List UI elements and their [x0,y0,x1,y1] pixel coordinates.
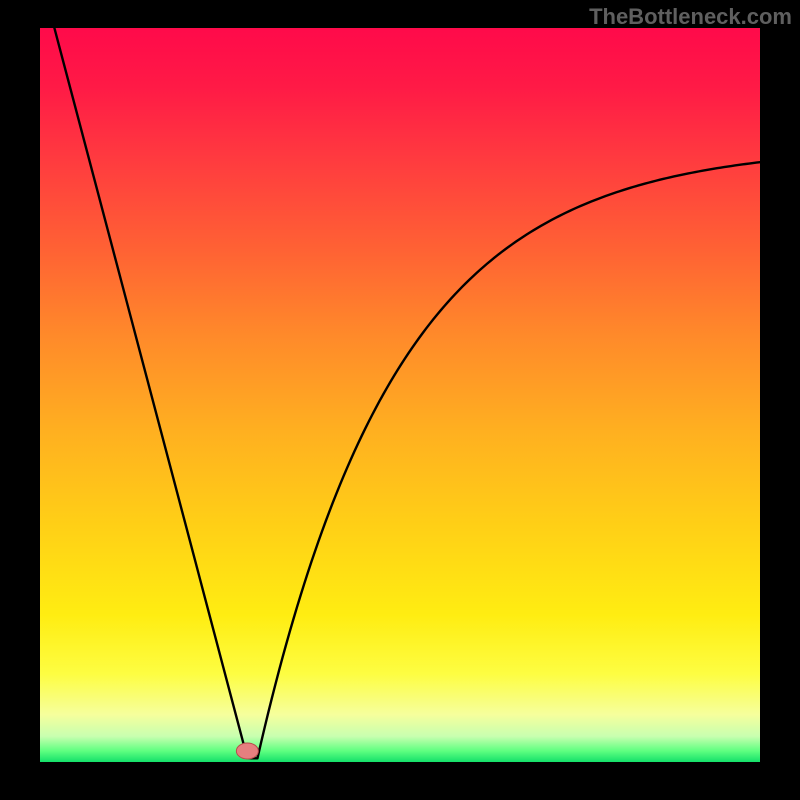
plot-background [40,28,760,762]
bottleneck-chart [0,0,800,800]
source-watermark: TheBottleneck.com [589,4,792,30]
min-marker [236,743,258,759]
